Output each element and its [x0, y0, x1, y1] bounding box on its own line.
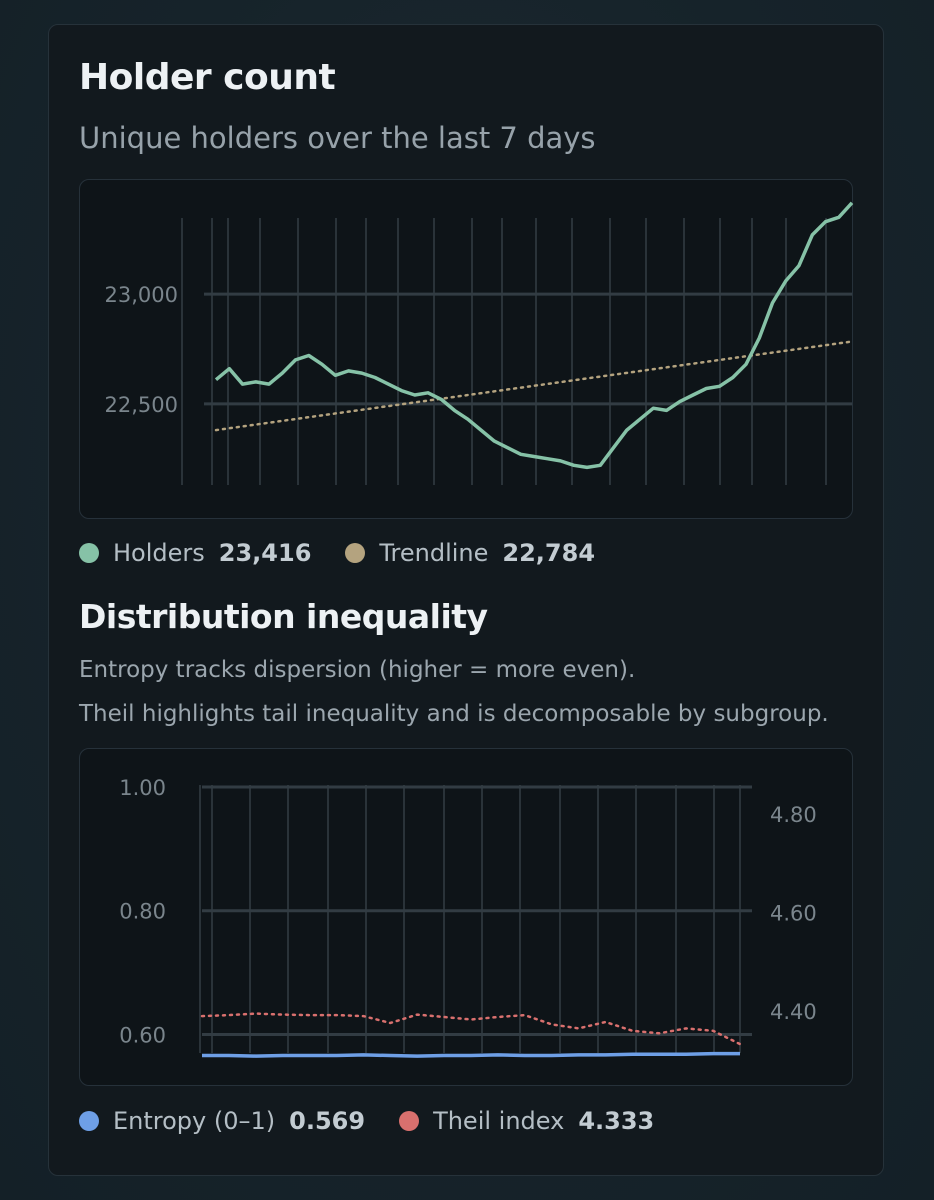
legend-entropy-value: 0.569 — [289, 1107, 366, 1135]
legend-holders-value: 23,416 — [218, 539, 312, 567]
legend-entropy-label: Entropy (0–1) — [113, 1107, 276, 1135]
inequality-desc-1: Entropy tracks dispersion (higher = more… — [79, 657, 636, 683]
trendline-swatch — [345, 543, 366, 563]
ineq-ytick-left-2: 1.00 — [119, 776, 166, 800]
ineq-ytick-left-1: 0.80 — [119, 900, 166, 924]
entropy-swatch — [79, 1111, 99, 1131]
trendline-line — [214, 340, 854, 432]
holder-subtitle: Unique holders over the last 7 days — [79, 121, 596, 155]
legend-entropy[interactable]: Entropy (0–1) 0.569 — [79, 1107, 365, 1135]
ineq-ytick-right-0: 4.40 — [770, 1000, 817, 1024]
ineq-ytick-right-1: 4.60 — [770, 902, 817, 926]
legend-trendline-label: Trendline — [379, 539, 489, 567]
holder-legend: Holders 23,416 Trendline 22,784 — [79, 538, 629, 568]
holder-ytick-0: 22,500 — [105, 393, 178, 417]
inequality-desc-2: Theil highlights tail inequality and is … — [79, 701, 829, 727]
holder-chart: 22,500 23,000 — [79, 179, 854, 519]
holder-chart-svg: 22,500 23,000 — [105, 201, 854, 485]
holder-title: Holder count — [79, 57, 336, 98]
legend-holders[interactable]: Holders 23,416 — [79, 539, 311, 567]
inequality-legend: Entropy (0–1) 0.569 Theil index 4.333 — [79, 1106, 688, 1136]
holder-ytick-1: 23,000 — [105, 283, 178, 307]
legend-theil-label: Theil index — [433, 1107, 565, 1135]
holders-swatch — [79, 543, 99, 563]
legend-holders-label: Holders — [113, 539, 205, 567]
legend-theil[interactable]: Theil index 4.333 — [399, 1107, 654, 1135]
entropy-line — [202, 1051, 740, 1058]
ineq-ytick-left-0: 0.60 — [119, 1023, 166, 1047]
legend-theil-value: 4.333 — [578, 1107, 655, 1135]
holders-line — [214, 201, 854, 470]
holder-card: Holder count Unique holders over the las… — [48, 24, 884, 1176]
theil-line — [200, 1012, 742, 1046]
theil-swatch — [399, 1111, 420, 1131]
inequality-title: Distribution inequality — [79, 597, 488, 636]
inequality-chart-svg: 0.60 0.80 1.00 4.40 4.60 4.80 — [119, 776, 817, 1058]
inequality-chart: 0.60 0.80 1.00 4.40 4.60 4.80 — [79, 748, 853, 1086]
legend-trendline-value: 22,784 — [502, 539, 596, 567]
legend-trendline[interactable]: Trendline 22,784 — [345, 539, 595, 567]
ineq-ytick-right-2: 4.80 — [770, 803, 817, 827]
